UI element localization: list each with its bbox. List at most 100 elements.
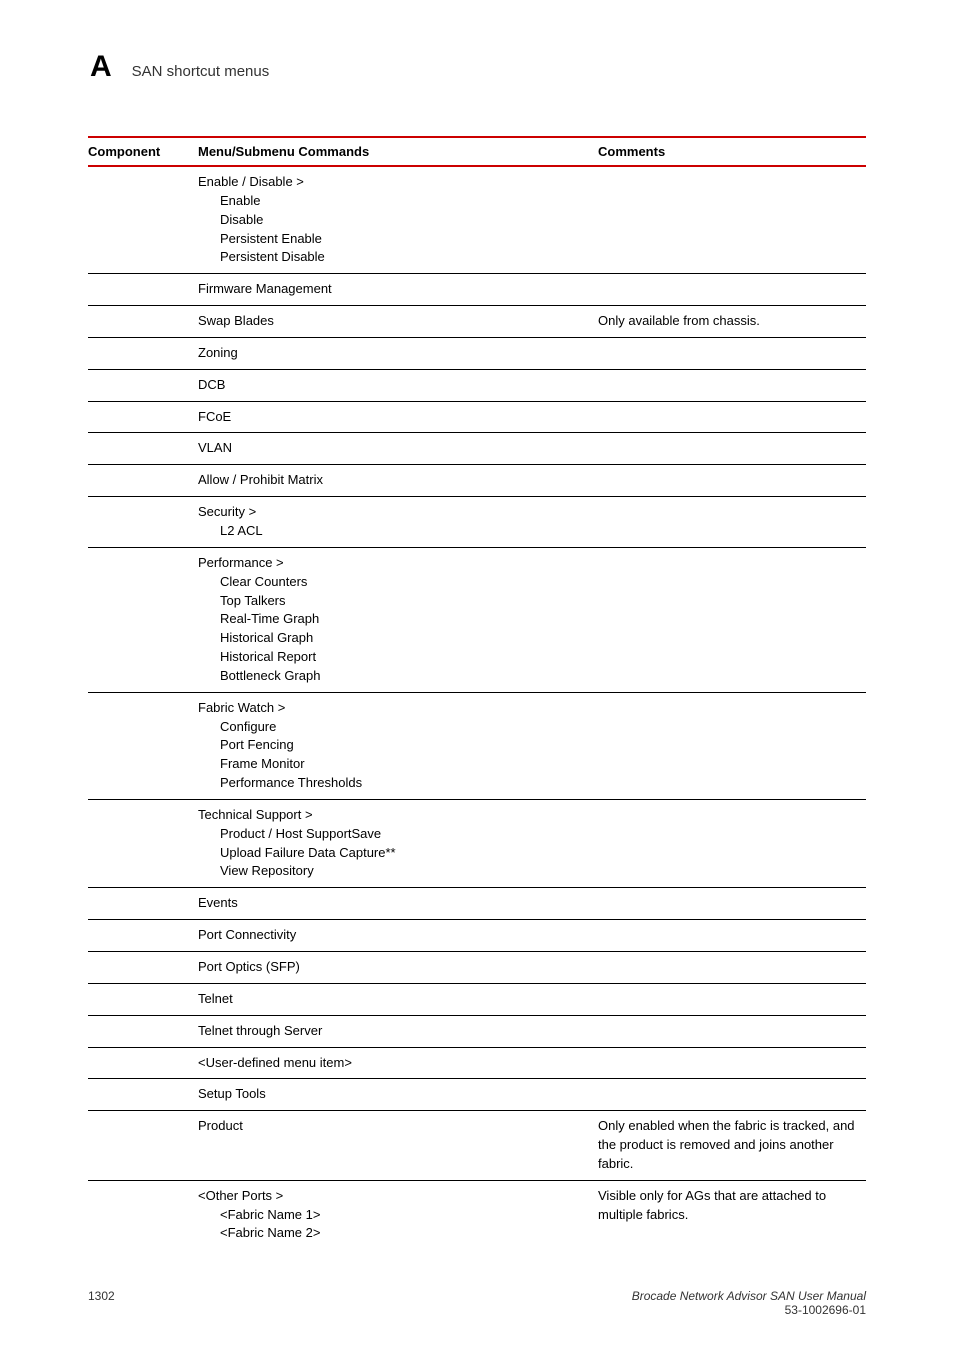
menu-main-label: Product	[198, 1117, 592, 1136]
menu-sub-label: Clear Counters	[198, 573, 592, 592]
menu-sub-label: Configure	[198, 718, 592, 737]
table-row: VLAN	[88, 433, 866, 465]
menu-main-label: Technical Support >	[198, 806, 592, 825]
menu-main-label: Fabric Watch >	[198, 699, 592, 718]
table-body: Enable / Disable >EnableDisablePersisten…	[88, 166, 866, 1249]
cell-comments	[598, 401, 866, 433]
menu-sub-label: L2 ACL	[198, 522, 592, 541]
cell-component	[88, 547, 198, 692]
cell-comments	[598, 433, 866, 465]
page-number: 1302	[88, 1289, 115, 1317]
cell-menu: Allow / Prohibit Matrix	[198, 465, 598, 497]
cell-menu: Events	[198, 888, 598, 920]
menu-sub-label: Real-Time Graph	[198, 610, 592, 629]
cell-comments	[598, 920, 866, 952]
cell-menu: Product	[198, 1111, 598, 1181]
cell-component	[88, 497, 198, 548]
cell-comments: Only available from chassis.	[598, 306, 866, 338]
cell-component	[88, 465, 198, 497]
cell-component	[88, 1015, 198, 1047]
table-container: Component Menu/Submenu Commands Comments…	[0, 96, 954, 1249]
cell-menu: FCoE	[198, 401, 598, 433]
table-row: DCB	[88, 369, 866, 401]
menu-sub-label: Top Talkers	[198, 592, 592, 611]
menu-main-label: Swap Blades	[198, 312, 592, 331]
cell-menu: Telnet through Server	[198, 1015, 598, 1047]
table-row: FCoE	[88, 401, 866, 433]
table-row: Swap Blades Only available from chassis.	[88, 306, 866, 338]
menu-sub-label: Disable	[198, 211, 592, 230]
menu-main-label: Firmware Management	[198, 280, 592, 299]
menu-sub-label: Persistent Disable	[198, 248, 592, 267]
page-footer: 1302 Brocade Network Advisor SAN User Ma…	[0, 1249, 954, 1317]
shortcut-menus-table: Component Menu/Submenu Commands Comments…	[88, 136, 866, 1249]
table-row: Port Optics (SFP)	[88, 952, 866, 984]
cell-menu: DCB	[198, 369, 598, 401]
menu-sub-label: Bottleneck Graph	[198, 667, 592, 686]
cell-comments: Only enabled when the fabric is tracked,…	[598, 1111, 866, 1181]
cell-comments	[598, 888, 866, 920]
cell-comments	[598, 547, 866, 692]
cell-component	[88, 166, 198, 274]
cell-comments	[598, 465, 866, 497]
menu-sub-label: View Repository	[198, 862, 592, 881]
table-row: Port Connectivity	[88, 920, 866, 952]
menu-main-label: Enable / Disable >	[198, 173, 592, 192]
cell-component	[88, 274, 198, 306]
cell-comments	[598, 692, 866, 799]
cell-comments	[598, 983, 866, 1015]
cell-component	[88, 1180, 198, 1249]
menu-main-label: Port Optics (SFP)	[198, 958, 592, 977]
menu-main-label: Setup Tools	[198, 1085, 592, 1104]
cell-menu: Telnet	[198, 983, 598, 1015]
cell-comments: Visible only for AGs that are attached t…	[598, 1180, 866, 1249]
cell-menu: Zoning	[198, 337, 598, 369]
table-row: <Other Ports ><Fabric Name 1><Fabric Nam…	[88, 1180, 866, 1249]
menu-main-label: Telnet	[198, 990, 592, 1009]
cell-component	[88, 888, 198, 920]
table-row: Enable / Disable >EnableDisablePersisten…	[88, 166, 866, 274]
menu-main-label: VLAN	[198, 439, 592, 458]
table-row: Performance >Clear CountersTop TalkersRe…	[88, 547, 866, 692]
cell-component	[88, 1047, 198, 1079]
doc-code: 53-1002696-01	[785, 1303, 866, 1317]
menu-main-label: FCoE	[198, 408, 592, 427]
cell-menu: VLAN	[198, 433, 598, 465]
cell-component	[88, 433, 198, 465]
menu-main-label: Security >	[198, 503, 592, 522]
menu-sub-label: Persistent Enable	[198, 230, 592, 249]
table-row: Product Only enabled when the fabric is t…	[88, 1111, 866, 1181]
cell-menu: Enable / Disable >EnableDisablePersisten…	[198, 166, 598, 274]
menu-sub-label: Enable	[198, 192, 592, 211]
menu-main-label: Events	[198, 894, 592, 913]
col-header-menu: Menu/Submenu Commands	[198, 137, 598, 166]
table-row: Events	[88, 888, 866, 920]
cell-comments	[598, 497, 866, 548]
menu-sub-label: Port Fencing	[198, 736, 592, 755]
table-row: Security >L2 ACL	[88, 497, 866, 548]
menu-main-label: <Other Ports >	[198, 1187, 592, 1206]
cell-comments	[598, 166, 866, 274]
cell-comments	[598, 337, 866, 369]
cell-component	[88, 306, 198, 338]
table-row: Technical Support >Product / Host Suppor…	[88, 799, 866, 887]
cell-menu: <Other Ports ><Fabric Name 1><Fabric Nam…	[198, 1180, 598, 1249]
cell-menu: Swap Blades	[198, 306, 598, 338]
menu-sub-label: Frame Monitor	[198, 755, 592, 774]
cell-menu: Technical Support >Product / Host Suppor…	[198, 799, 598, 887]
menu-main-label: Performance >	[198, 554, 592, 573]
table-row: Telnet through Server	[88, 1015, 866, 1047]
menu-main-label: DCB	[198, 376, 592, 395]
menu-main-label: Zoning	[198, 344, 592, 363]
cell-comments	[598, 369, 866, 401]
menu-main-label: Allow / Prohibit Matrix	[198, 471, 592, 490]
cell-comments	[598, 1079, 866, 1111]
table-row: <User-defined menu item>	[88, 1047, 866, 1079]
cell-menu: Setup Tools	[198, 1079, 598, 1111]
menu-sub-label: Performance Thresholds	[198, 774, 592, 793]
cell-component	[88, 799, 198, 887]
doc-title: Brocade Network Advisor SAN User Manual	[632, 1289, 866, 1303]
menu-main-label: <User-defined menu item>	[198, 1054, 592, 1073]
cell-component	[88, 401, 198, 433]
cell-comments	[598, 952, 866, 984]
